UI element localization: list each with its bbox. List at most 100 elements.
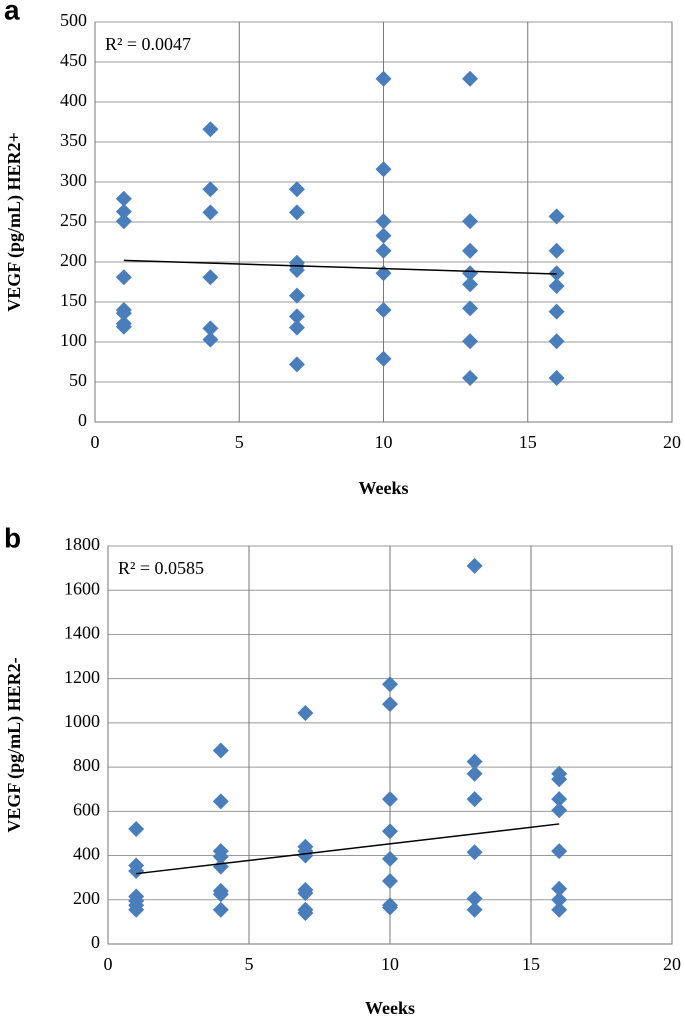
x-tick-label: 5 bbox=[245, 954, 254, 974]
data-point bbox=[466, 765, 483, 782]
data-point bbox=[462, 370, 479, 386]
y-tick-label: 1200 bbox=[64, 667, 100, 687]
y-tick-label: 350 bbox=[60, 130, 87, 150]
data-point bbox=[551, 880, 568, 897]
data-point bbox=[382, 696, 398, 713]
y-tick-label: 250 bbox=[60, 210, 87, 230]
x-tick-label: 0 bbox=[91, 432, 100, 452]
data-point bbox=[202, 331, 219, 348]
y-tick-label: 1400 bbox=[64, 623, 100, 643]
data-point bbox=[551, 843, 568, 860]
data-point bbox=[382, 872, 398, 889]
x-tick-label: 20 bbox=[663, 954, 681, 974]
panel-label: a bbox=[4, 0, 20, 25]
data-point bbox=[548, 333, 565, 350]
data-point bbox=[115, 318, 132, 335]
trendline bbox=[123, 259, 557, 275]
y-tick-label: 500 bbox=[60, 10, 87, 30]
data-point bbox=[462, 213, 479, 230]
data-point bbox=[462, 300, 479, 317]
data-point bbox=[466, 901, 483, 918]
data-point bbox=[288, 356, 305, 373]
data-point bbox=[375, 350, 392, 367]
y-tick-label: 0 bbox=[78, 410, 87, 430]
data-point bbox=[115, 190, 132, 207]
data-point bbox=[382, 791, 398, 808]
y-tick-label: 1600 bbox=[64, 578, 100, 598]
data-point bbox=[466, 753, 483, 770]
x-axis-title: Weeks bbox=[365, 998, 415, 1018]
data-point bbox=[297, 905, 314, 922]
y-tick-label: 300 bbox=[60, 170, 87, 190]
data-point bbox=[297, 847, 314, 864]
panel-label: b bbox=[4, 522, 21, 553]
data-point bbox=[462, 276, 479, 293]
data-point bbox=[375, 161, 392, 178]
data-point bbox=[288, 319, 305, 336]
data-point bbox=[382, 850, 398, 867]
data-point bbox=[466, 557, 483, 574]
x-tick-label: 15 bbox=[522, 954, 540, 974]
x-tick-label: 0 bbox=[104, 954, 113, 974]
data-point bbox=[212, 886, 229, 903]
y-tick-label: 100 bbox=[60, 330, 87, 350]
x-tick-label: 20 bbox=[663, 432, 681, 452]
data-point bbox=[375, 242, 392, 259]
data-point bbox=[462, 265, 479, 282]
data-point bbox=[466, 791, 483, 808]
x-tick-label: 5 bbox=[235, 432, 244, 452]
data-point bbox=[462, 333, 479, 350]
data-point bbox=[548, 370, 565, 386]
data-point bbox=[462, 70, 479, 87]
data-point bbox=[382, 899, 398, 916]
data-point bbox=[115, 305, 132, 322]
data-point bbox=[202, 181, 219, 198]
data-point bbox=[466, 890, 483, 907]
y-tick-label: 50 bbox=[69, 370, 87, 390]
data-point bbox=[115, 203, 132, 220]
y-tick-label: 450 bbox=[60, 50, 87, 70]
data-point bbox=[551, 891, 568, 908]
y-tick-label: 1800 bbox=[64, 534, 100, 554]
data-point bbox=[202, 121, 219, 138]
data-point bbox=[375, 70, 392, 87]
data-point bbox=[212, 742, 229, 759]
data-point bbox=[288, 287, 305, 304]
data-point bbox=[128, 821, 145, 838]
y-tick-label: 600 bbox=[73, 799, 100, 819]
x-tick-label: 10 bbox=[381, 954, 399, 974]
y-tick-label: 1000 bbox=[64, 711, 100, 731]
data-point bbox=[551, 771, 568, 788]
data-point bbox=[548, 208, 565, 225]
data-point bbox=[548, 278, 565, 294]
annotation: R² = 0.0585 bbox=[118, 558, 204, 578]
data-point bbox=[548, 242, 565, 259]
data-point bbox=[288, 308, 305, 325]
y-tick-label: 200 bbox=[60, 250, 87, 270]
data-point bbox=[375, 227, 392, 244]
annotation-box bbox=[101, 32, 229, 60]
annotation-box bbox=[114, 556, 242, 584]
y-tick-label: 150 bbox=[60, 290, 87, 310]
x-tick-label: 10 bbox=[375, 432, 393, 452]
data-point bbox=[382, 823, 398, 840]
data-point bbox=[212, 848, 229, 865]
data-point bbox=[128, 863, 145, 880]
data-point bbox=[548, 303, 565, 320]
data-point bbox=[551, 791, 568, 808]
data-point bbox=[466, 844, 483, 861]
y-tick-label: 0 bbox=[91, 932, 100, 952]
data-point bbox=[288, 204, 305, 221]
y-tick-label: 200 bbox=[73, 888, 100, 908]
data-point bbox=[551, 802, 568, 819]
data-point bbox=[462, 242, 479, 259]
data-point bbox=[115, 269, 132, 286]
y-tick-label: 400 bbox=[60, 90, 87, 110]
y-axis-title: VEGF (pg/mL) HER2- bbox=[4, 657, 25, 832]
data-point bbox=[212, 901, 229, 918]
y-axis-title: VEGF (pg/mL) HER2+ bbox=[4, 132, 25, 312]
trendline bbox=[136, 823, 560, 875]
data-point bbox=[375, 302, 392, 318]
data-point bbox=[297, 704, 314, 721]
